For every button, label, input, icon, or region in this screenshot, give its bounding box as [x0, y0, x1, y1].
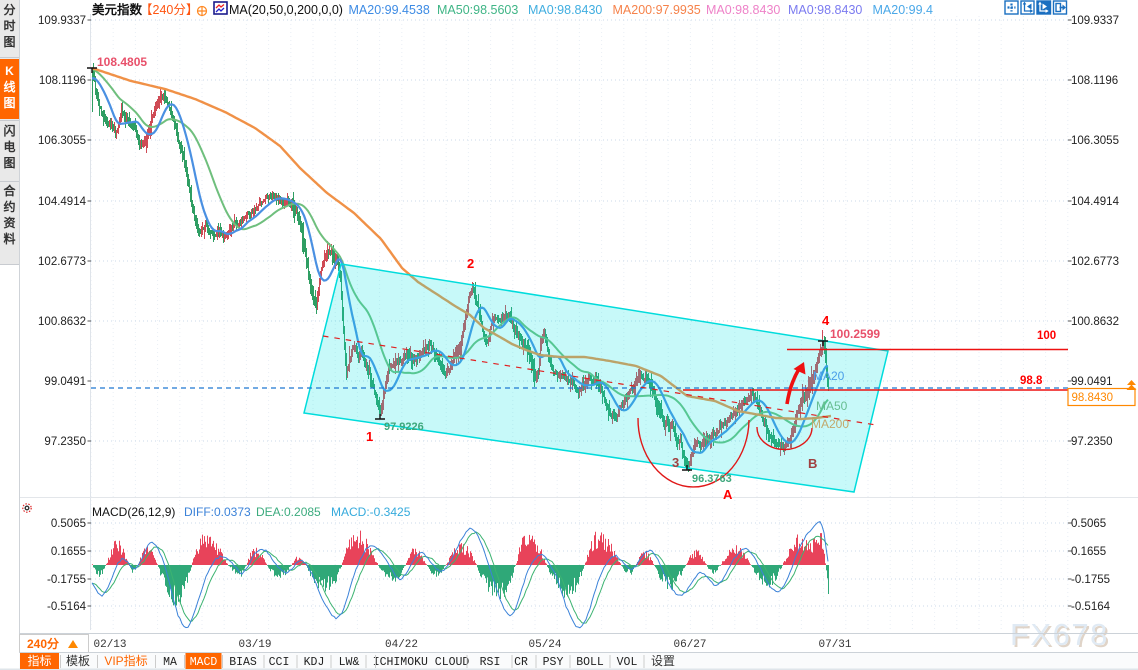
svg-text:106.3055: 106.3055: [1071, 135, 1119, 147]
svg-text:03/19: 03/19: [239, 639, 272, 651]
svg-text:BIAS: BIAS: [229, 656, 257, 669]
svg-text:MA20: MA20: [813, 369, 845, 383]
svg-text:电: 电: [3, 139, 15, 154]
svg-text:240分: 240分: [27, 636, 59, 651]
svg-text:-0.1755: -0.1755: [47, 574, 86, 586]
svg-text:108.4805: 108.4805: [97, 55, 147, 69]
svg-text:CR: CR: [514, 656, 528, 669]
svg-text:VIP指标: VIP指标: [104, 653, 147, 668]
svg-text:【240分】: 【240分】: [140, 3, 198, 17]
svg-text:线: 线: [3, 79, 15, 94]
svg-text:MA0:98.8430: MA0:98.8430: [706, 3, 780, 17]
svg-text:100.2599: 100.2599: [830, 327, 880, 341]
svg-text:0.5065: 0.5065: [1071, 518, 1106, 530]
svg-text:108.1196: 108.1196: [1071, 75, 1118, 87]
svg-text:104.4914: 104.4914: [1071, 196, 1120, 208]
svg-text:99.0491: 99.0491: [1071, 376, 1113, 388]
svg-text:100.8632: 100.8632: [38, 316, 86, 328]
svg-text:MA200:97.9935: MA200:97.9935: [613, 3, 701, 17]
svg-text:109.9337: 109.9337: [38, 15, 86, 27]
svg-text:FX678: FX678: [1010, 617, 1109, 652]
svg-text:102.6773: 102.6773: [38, 256, 86, 268]
svg-text:02/13: 02/13: [94, 639, 127, 651]
svg-text:料: 料: [3, 231, 15, 246]
svg-text:B: B: [808, 456, 817, 471]
svg-text:97.2350: 97.2350: [44, 436, 86, 448]
svg-text:指标: 指标: [27, 653, 51, 668]
svg-text:108.1196: 108.1196: [39, 75, 86, 87]
svg-text:106.3055: 106.3055: [38, 135, 86, 147]
svg-text:BOLL: BOLL: [576, 656, 604, 669]
svg-text:MA(20,50,0,200,0,0): MA(20,50,0,200,0,0): [229, 3, 343, 17]
svg-text:0.5065: 0.5065: [51, 518, 86, 530]
svg-text:DIFF:0.0373: DIFF:0.0373: [184, 505, 251, 519]
svg-text:闪: 闪: [3, 124, 15, 138]
svg-text:100.8632: 100.8632: [1071, 316, 1119, 328]
svg-text:05/24: 05/24: [529, 639, 562, 651]
svg-text:98.8430: 98.8430: [1072, 392, 1114, 404]
svg-text:图: 图: [3, 35, 15, 49]
svg-text:FX678: FX678: [1012, 619, 1111, 654]
svg-text:VOL: VOL: [617, 656, 638, 669]
svg-text:MA0:98.8430: MA0:98.8430: [788, 3, 862, 17]
svg-text:MACD(26,12,9): MACD(26,12,9): [92, 505, 175, 519]
svg-text:-0.1755: -0.1755: [1071, 574, 1110, 586]
svg-text:约: 约: [3, 199, 15, 214]
svg-text:ICHIMOKU CLOUD: ICHIMOKU CLOUD: [373, 656, 470, 669]
svg-text:合: 合: [3, 183, 16, 198]
svg-text:模板: 模板: [66, 654, 90, 668]
svg-text:104.4914: 104.4914: [38, 196, 87, 208]
svg-text:97.2350: 97.2350: [1071, 436, 1113, 448]
svg-text:07/31: 07/31: [819, 639, 852, 651]
svg-text:0.1655: 0.1655: [51, 546, 86, 558]
svg-text:分: 分: [3, 2, 15, 17]
svg-text:DEA:0.2085: DEA:0.2085: [256, 505, 321, 519]
svg-text:LW&: LW&: [339, 656, 360, 669]
svg-text:04/22: 04/22: [385, 639, 418, 651]
svg-text:0.1655: 0.1655: [1071, 546, 1106, 558]
svg-text:MACD: MACD: [190, 656, 218, 669]
svg-text:96.3763: 96.3763: [692, 473, 732, 485]
svg-text:MA50: MA50: [816, 399, 848, 413]
svg-text:MA: MA: [163, 656, 177, 669]
svg-text:98.8: 98.8: [1020, 375, 1043, 387]
svg-text:时: 时: [3, 18, 15, 33]
svg-text:2: 2: [467, 256, 474, 271]
svg-text:MA50:98.5603: MA50:98.5603: [437, 3, 518, 17]
svg-text:109.9337: 109.9337: [1071, 15, 1119, 27]
svg-text:1: 1: [366, 429, 373, 444]
svg-text:MA20:99.4538: MA20:99.4538: [349, 3, 430, 17]
svg-text:PSY: PSY: [543, 656, 564, 669]
svg-text:99.0491: 99.0491: [44, 376, 86, 388]
svg-text:图: 图: [3, 156, 15, 170]
svg-text:102.6773: 102.6773: [1071, 256, 1119, 268]
svg-text:-0.5164: -0.5164: [47, 601, 87, 613]
svg-text:设置: 设置: [651, 654, 675, 668]
svg-text:MACD:-0.3425: MACD:-0.3425: [331, 505, 411, 519]
svg-text:图: 图: [3, 96, 15, 110]
svg-text:-0.5164: -0.5164: [1071, 601, 1111, 613]
svg-text:3: 3: [672, 455, 679, 470]
svg-text:MA200: MA200: [811, 417, 849, 431]
svg-text:K: K: [5, 64, 14, 78]
svg-text:MA20:99.4: MA20:99.4: [873, 3, 934, 17]
svg-text:KDJ: KDJ: [304, 656, 325, 669]
svg-text:A: A: [723, 487, 733, 502]
svg-text:100: 100: [1037, 330, 1056, 342]
svg-text:97.9226: 97.9226: [384, 421, 424, 433]
svg-text:MA0:98.8430: MA0:98.8430: [528, 3, 602, 17]
svg-text:RSI: RSI: [480, 656, 501, 669]
svg-text:06/27: 06/27: [674, 639, 707, 651]
svg-text:4: 4: [822, 313, 830, 328]
svg-text:CCI: CCI: [269, 656, 290, 669]
svg-text:资: 资: [3, 215, 15, 230]
svg-text:美元指数: 美元指数: [92, 2, 143, 17]
